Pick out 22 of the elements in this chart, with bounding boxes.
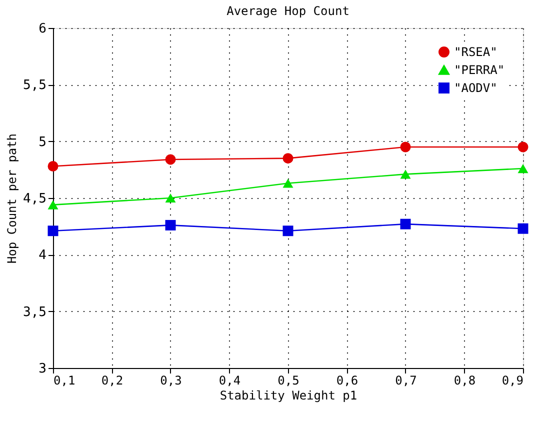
- y-axis-title: Hop Count per path: [5, 133, 20, 264]
- chart-title: Average Hop Count: [226, 4, 350, 18]
- y-tick-label: 3: [38, 362, 46, 376]
- x-tick-label: 0,5: [278, 374, 300, 388]
- y-tick-label: 4,5: [23, 192, 46, 206]
- y-tick-label: 5: [38, 134, 46, 150]
- x-tick-label: 0,6: [336, 374, 358, 388]
- x-axis-title: Stability Weight p1: [220, 388, 358, 402]
- x-tick-label: 0,4: [218, 374, 241, 388]
- y-tick-label: 4: [38, 248, 47, 264]
- legend-label: "RSEA": [454, 45, 498, 59]
- x-tick-label: 0,2: [101, 374, 124, 388]
- y-tick-label: 5,5: [23, 78, 46, 94]
- x-tick-label: 0,1: [54, 374, 76, 388]
- x-tick-label: 0,8: [454, 374, 476, 388]
- y-tick-label: 6: [38, 22, 46, 36]
- x-tick-label: 0,7: [395, 374, 417, 388]
- x-tick-label: 0,3: [160, 374, 182, 388]
- legend-label: "PERRA": [454, 63, 505, 77]
- legend-label: "AODV": [454, 81, 498, 95]
- x-tick-label: 0,9: [502, 374, 524, 388]
- y-tick-label: 3,5: [23, 304, 46, 320]
